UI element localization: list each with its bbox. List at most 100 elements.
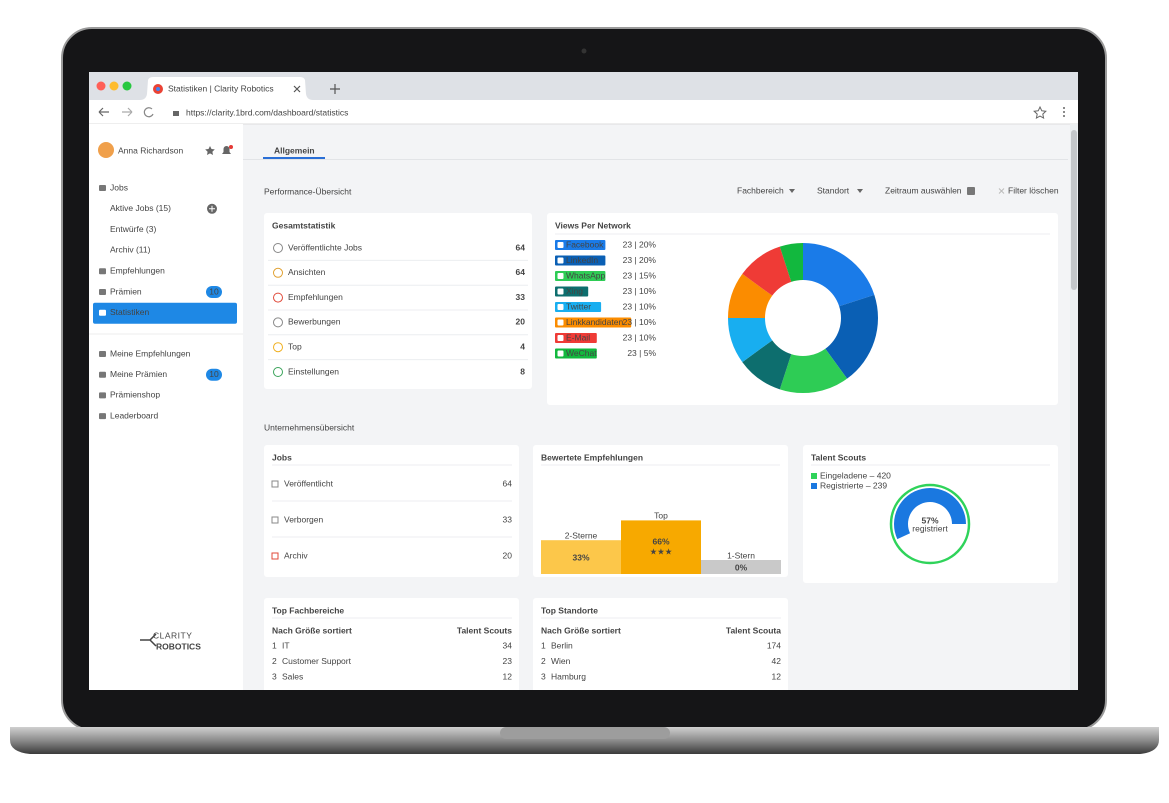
window-close[interactable] bbox=[96, 81, 106, 91]
row-icon bbox=[273, 292, 283, 303]
legend-label: Eingeladene – 420 bbox=[820, 470, 891, 480]
donut-caption: registriert bbox=[912, 523, 948, 533]
column-header: Nach Größe sortiert bbox=[541, 625, 621, 635]
rank: 1 bbox=[541, 640, 546, 650]
favorites[interactable] bbox=[205, 146, 215, 155]
stat-value: 64 bbox=[516, 267, 526, 277]
filter[interactable]: Fachbereich bbox=[737, 185, 784, 195]
nav-item[interactable]: Leaderboard bbox=[110, 410, 158, 420]
address-bar bbox=[89, 100, 1078, 124]
new-tab[interactable] bbox=[330, 84, 340, 94]
nav-subitem[interactable]: Archiv (11) bbox=[110, 245, 151, 255]
card bbox=[533, 598, 788, 690]
scrollbar bbox=[1070, 124, 1078, 690]
job-value: 33 bbox=[503, 514, 513, 524]
browser-tab[interactable] bbox=[140, 77, 313, 100]
favicon-center bbox=[156, 87, 160, 91]
nav-icon bbox=[99, 268, 106, 275]
job-label: Verborgen bbox=[284, 514, 323, 524]
legend-swatch bbox=[811, 473, 817, 479]
laptop-base bbox=[10, 727, 1159, 754]
row-icon bbox=[271, 552, 279, 560]
notifications[interactable] bbox=[222, 146, 231, 154]
filter[interactable]: Standort bbox=[817, 185, 850, 195]
legend-swatch bbox=[811, 483, 817, 489]
column-header: Nach Größe sortiert bbox=[272, 625, 352, 635]
legend-icon bbox=[557, 319, 564, 326]
row-icon bbox=[271, 516, 279, 524]
nav-subitem[interactable]: Entwürfe (3) bbox=[110, 224, 156, 234]
bar-annotation: ★★★ bbox=[650, 547, 673, 557]
row-icon bbox=[273, 267, 283, 278]
notch bbox=[500, 727, 670, 739]
nav-active bbox=[93, 302, 237, 324]
row-icon bbox=[273, 243, 283, 253]
window-zoom[interactable] bbox=[122, 81, 132, 91]
column-header: Talent Scouta bbox=[726, 625, 781, 635]
clear-filters[interactable]: Filter löschen bbox=[1008, 185, 1059, 195]
stat-value: 8 bbox=[520, 366, 525, 376]
pie-slice bbox=[728, 273, 773, 318]
row-icon bbox=[273, 342, 283, 353]
nav-icon bbox=[99, 351, 106, 357]
row-icon bbox=[273, 317, 283, 328]
notification-dot bbox=[229, 145, 233, 149]
add-job-plus bbox=[209, 205, 215, 212]
legend-icon bbox=[557, 273, 564, 279]
bookmark[interactable] bbox=[1033, 105, 1047, 120]
column-header: Talent Scouts bbox=[457, 625, 512, 635]
nav-badge-bg bbox=[206, 368, 222, 381]
nav-item[interactable]: Empfehlungen bbox=[110, 265, 165, 275]
tab-close[interactable] bbox=[293, 85, 301, 93]
nav-item[interactable]: Meine Prämien bbox=[110, 369, 167, 379]
section-title: Unternehmensübersicht bbox=[264, 422, 355, 432]
nav-badge: 10 bbox=[209, 286, 219, 296]
back[interactable] bbox=[98, 107, 109, 117]
rank: 3 bbox=[541, 671, 546, 681]
bar-category: 1-Stern bbox=[727, 550, 755, 560]
legend-badge bbox=[555, 271, 606, 281]
value-label: 23 | 10% bbox=[623, 286, 657, 296]
donut-center: 57% bbox=[921, 515, 938, 525]
reload[interactable] bbox=[143, 107, 154, 118]
name: IT bbox=[282, 640, 290, 650]
nav-item[interactable]: Prämienshop bbox=[110, 390, 160, 400]
window-minimize[interactable] bbox=[109, 81, 119, 91]
tab-title: Statistiken | Clarity Robotics bbox=[168, 83, 274, 93]
calendar-icon bbox=[967, 187, 975, 195]
nav-icon bbox=[99, 309, 106, 316]
tab: Allgemein bbox=[274, 145, 315, 155]
lock bbox=[173, 111, 179, 116]
nav-item[interactable]: Jobs bbox=[110, 182, 128, 192]
job-label: Veröffentlicht bbox=[284, 478, 334, 488]
filter-caret bbox=[857, 189, 863, 193]
filter[interactable]: Zeitraum auswählen bbox=[885, 185, 962, 195]
legend-label: Facebook bbox=[566, 239, 604, 249]
menu[interactable] bbox=[1063, 107, 1065, 117]
nav-icon bbox=[99, 413, 106, 420]
scroll-thumb[interactable] bbox=[1071, 130, 1077, 290]
avatar[interactable] bbox=[98, 142, 114, 158]
rank: 2 bbox=[272, 656, 277, 666]
count: 12 bbox=[503, 671, 513, 681]
bar-category: Top bbox=[654, 511, 668, 521]
clear-icon bbox=[998, 188, 1005, 194]
nav-item[interactable]: Prämien bbox=[110, 286, 142, 296]
forward[interactable] bbox=[122, 107, 133, 117]
legend-label: Linkkandidaten bbox=[566, 317, 623, 327]
card bbox=[264, 445, 519, 577]
job-value: 64 bbox=[503, 478, 513, 488]
stat-value: 64 bbox=[516, 242, 526, 252]
stat-label: Ansichten bbox=[288, 267, 326, 277]
nav-subitem[interactable]: Aktive Jobs (15) bbox=[110, 203, 171, 213]
pie-slice bbox=[803, 243, 875, 307]
bar bbox=[621, 520, 701, 574]
nav-item[interactable]: Statistiken bbox=[110, 307, 149, 317]
rank: 2 bbox=[541, 656, 546, 666]
name: Wien bbox=[551, 656, 571, 666]
bar bbox=[541, 540, 621, 574]
user-name: Anna Richardson bbox=[118, 145, 183, 155]
nav-item[interactable]: Meine Empfehlungen bbox=[110, 348, 191, 358]
card-title: Top Fachbereiche bbox=[272, 605, 344, 615]
bar bbox=[701, 560, 781, 574]
